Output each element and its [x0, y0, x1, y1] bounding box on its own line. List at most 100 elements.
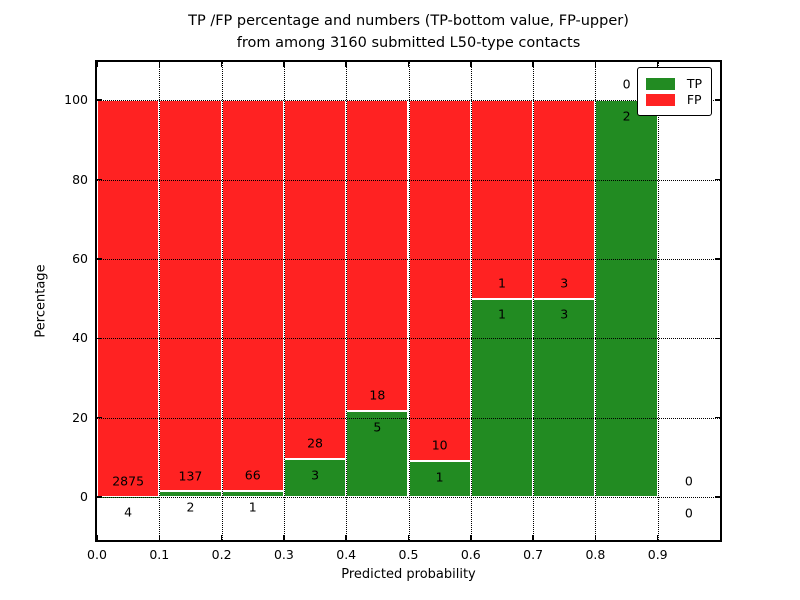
legend-entry: FP: [645, 92, 702, 107]
y-tickmark: [715, 337, 720, 340]
x-tickmark: [532, 535, 534, 540]
y-tickmark: [97, 178, 102, 181]
y-tickmark: [97, 258, 102, 260]
x-tickmark: [345, 62, 347, 67]
y-tick-label: 60: [72, 250, 88, 266]
count-labels-layer: 2875 4 137 2 66 1 28 3 18 5 10 1 1 1 3 3 0 2 0 0: [97, 62, 720, 540]
gridline-vertical: [346, 62, 348, 540]
y-tickmark: [97, 99, 102, 101]
chart-title: TP /FP percentage and numbers (TP-bottom…: [97, 11, 720, 54]
gridline-horizontal: [97, 258, 720, 260]
gridline-vertical: [159, 62, 161, 540]
gridline-vertical: [533, 62, 535, 540]
y-tick-label: 20: [72, 409, 88, 425]
x-tick-label: 0.3: [273, 547, 294, 562]
fp-count-label: 28: [307, 435, 323, 451]
x-tick-label: 0.1: [149, 547, 170, 562]
y-tick-label: 100: [64, 92, 88, 108]
x-tickmark: [532, 62, 534, 67]
y-tickmark: [715, 99, 720, 101]
fp-count-label: 66: [244, 467, 261, 483]
x-tickmark: [594, 62, 597, 67]
gridline-horizontal: [97, 100, 720, 102]
plot-area: 2875 4 137 2 66 1 28 3 18 5 10 1 1 1 3 3 0 2 0 0 TP FP: [95, 60, 722, 542]
gridline-vertical: [283, 62, 285, 540]
legend-label: TP: [686, 76, 702, 91]
bar-segment-fp: [470, 100, 534, 299]
y-tick-label: 40: [72, 330, 88, 346]
bar-segment-fp: [283, 100, 347, 459]
y-tickmark: [715, 496, 720, 498]
legend-swatch-tp: [645, 77, 675, 90]
tickmarks-layer: [97, 62, 720, 540]
gridline-vertical: [595, 62, 597, 540]
legend: TP FP: [636, 67, 712, 116]
gridline-vertical: [657, 62, 659, 540]
tp-count-label: 4: [124, 504, 133, 520]
x-tickmark: [594, 535, 597, 540]
x-tickmark: [470, 62, 472, 67]
tp-count-label: 1: [497, 306, 506, 322]
tp-count-label: 3: [560, 306, 569, 322]
fp-count-label: 2875: [112, 473, 145, 489]
x-tick-label: 0.0: [87, 547, 107, 562]
x-tick-label: 0.5: [398, 547, 419, 562]
y-tickmark: [715, 258, 720, 260]
tp-count-label: 2: [186, 499, 195, 515]
chart-title-line1: TP /FP percentage and numbers (TP-bottom…: [188, 13, 629, 29]
grid-layer: [97, 62, 720, 540]
bar-segment-fp: [159, 100, 222, 492]
x-tickmark: [220, 535, 223, 540]
gridline-horizontal: [97, 497, 720, 499]
legend-label: FP: [686, 92, 702, 107]
y-tick-label: 80: [72, 171, 88, 187]
fp-count-label: 0: [684, 473, 693, 489]
x-axis-label: Predicted probability: [341, 567, 476, 582]
y-tickmark: [715, 178, 720, 181]
x-tick-label: 0.4: [336, 547, 357, 562]
x-tickmark: [345, 535, 347, 540]
gridline-vertical: [470, 62, 472, 540]
y-axis-label: Percentage: [33, 264, 49, 338]
fp-count-label: 10: [431, 437, 448, 453]
legend-entry: TP: [645, 76, 702, 91]
gridline-vertical: [221, 62, 223, 540]
gridline-horizontal: [97, 338, 720, 340]
fp-count-label: 0: [622, 76, 631, 92]
tp-count-label: 0: [684, 505, 693, 521]
bar-segment-tp: [533, 298, 596, 498]
bar-segment-tp: [97, 496, 160, 498]
x-tickmark: [97, 535, 98, 540]
x-tickmark: [97, 62, 98, 67]
x-tickmark: [283, 62, 285, 67]
fp-count-label: 137: [178, 468, 203, 484]
x-tickmark: [407, 535, 410, 540]
x-tickmark: [656, 535, 659, 540]
legend-swatch-fp: [645, 93, 675, 106]
y-tickmark: [97, 416, 102, 419]
fp-count-label: 3: [560, 275, 569, 291]
x-tickmark: [158, 62, 161, 67]
gridline-horizontal: [97, 179, 720, 181]
bar-segment-tp: [408, 461, 471, 498]
x-tick-label: 0.7: [523, 547, 544, 562]
x-tick-label: 0.6: [460, 547, 481, 562]
tp-count-label: 3: [311, 467, 320, 483]
x-tickmark: [220, 62, 223, 67]
tp-count-label: 1: [248, 499, 257, 515]
x-tick-label: 0.8: [585, 547, 606, 562]
fp-count-label: 18: [369, 387, 386, 403]
bar-segment-tp: [283, 458, 347, 498]
bar-segment-fp: [97, 100, 160, 497]
x-tickmark: [283, 535, 285, 540]
y-tick-label: 0: [80, 489, 88, 505]
tp-count-label: 2: [622, 108, 631, 124]
bars-layer: [97, 62, 720, 540]
gridline-vertical: [408, 62, 410, 540]
chart-title-line2: from among 3160 submitted L50-type conta…: [236, 34, 581, 51]
x-tickmark: [656, 62, 659, 67]
y-tickmark: [715, 416, 720, 419]
x-tickmark: [407, 62, 410, 67]
tp-count-label: 5: [373, 419, 382, 435]
